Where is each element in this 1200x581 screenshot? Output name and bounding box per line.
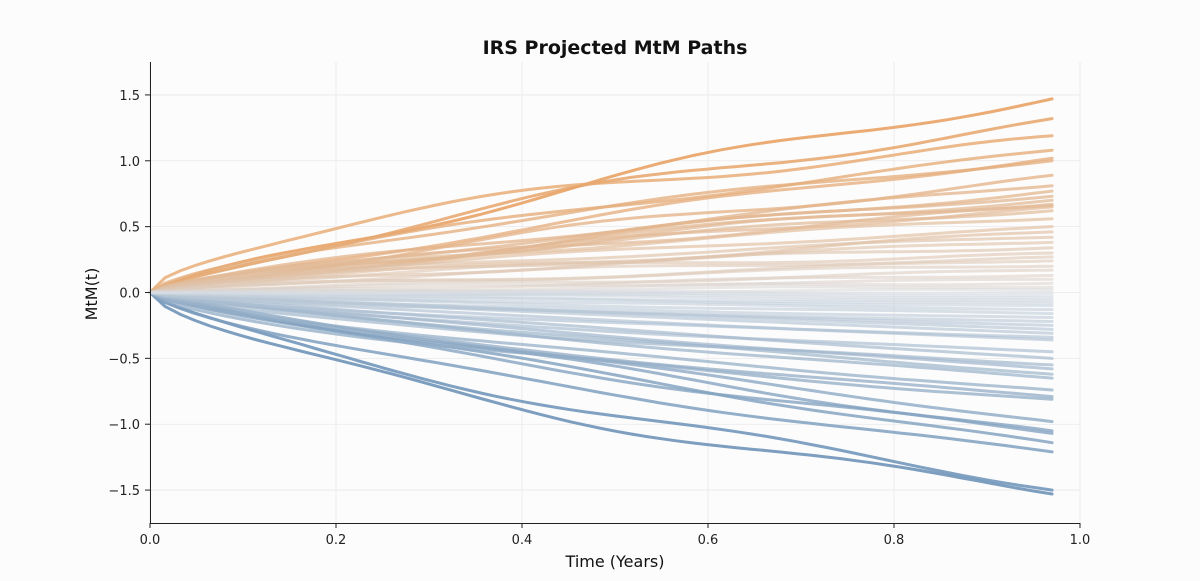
ticks: 0.0 0.2 0.4 0.6 0.8 1.0 −1.5 −1.0 −0.5 0.0 0.5 1.0 1…	[108, 89, 1090, 548]
mtm-path-line	[148, 291, 1054, 392]
x-tick-label: 0.8	[884, 533, 905, 548]
mtm-path-line	[148, 291, 1054, 367]
mtm-path-line	[148, 291, 1054, 496]
mtm-path-line	[148, 291, 1054, 454]
mtm-path-line	[148, 291, 1054, 319]
mtm-path-line	[148, 159, 1054, 294]
y-tick-label: 0.0	[119, 287, 140, 302]
y-tick-label: −1.0	[108, 418, 140, 433]
series-lines	[148, 97, 1054, 496]
y-tick-label: 0.5	[119, 221, 140, 236]
mtm-path-line	[148, 134, 1054, 294]
x-axis-label: Time (Years)	[565, 552, 665, 571]
mtm-path-line	[148, 291, 1054, 354]
x-tick-label: 0.0	[140, 533, 161, 548]
x-tick-label: 0.6	[698, 533, 719, 548]
axes	[150, 62, 1080, 524]
mtm-path-line	[148, 246, 1054, 294]
mtm-path-line	[148, 291, 1054, 339]
y-tick-label: 1.5	[119, 89, 140, 104]
x-tick-label: 0.2	[326, 533, 347, 548]
mtm-path-line	[148, 277, 1054, 294]
y-axis-label: MtM(t)	[82, 268, 101, 321]
y-tick-label: −1.5	[108, 484, 140, 499]
mtm-path-line	[148, 217, 1054, 294]
mtm-path-line	[148, 264, 1054, 294]
mtm-path-line	[148, 235, 1054, 294]
mtm-path-line	[148, 97, 1054, 294]
y-tick-label: −0.5	[108, 352, 140, 367]
mtm-path-line	[148, 291, 1054, 492]
y-tick-label: 1.0	[119, 155, 140, 170]
chart-title: IRS Projected MtM Paths	[483, 37, 748, 59]
x-tick-label: 0.4	[512, 533, 533, 548]
mtm-path-line	[148, 289, 1054, 295]
x-tick-label: 1.0	[1070, 533, 1091, 548]
mtm-path-line	[148, 251, 1054, 294]
mtm-path-line	[148, 209, 1054, 294]
